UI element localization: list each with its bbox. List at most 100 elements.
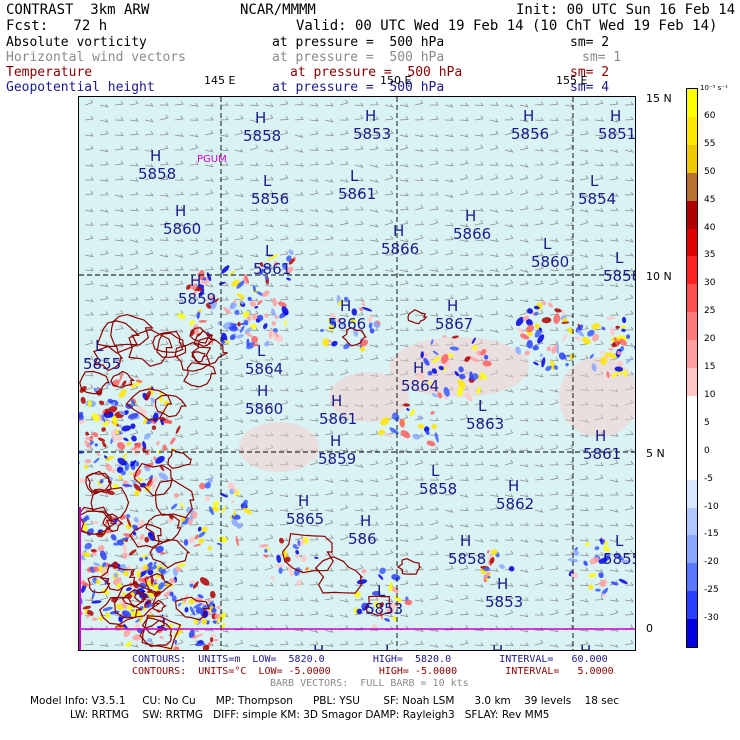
wind-barb bbox=[144, 249, 154, 256]
wind-barb bbox=[144, 174, 154, 181]
wind-barb bbox=[129, 296, 139, 301]
wind-barb bbox=[399, 103, 409, 108]
wind-barb bbox=[174, 358, 184, 362]
vorticity-patch bbox=[480, 349, 487, 356]
wind-barb bbox=[399, 116, 409, 121]
wind-barb bbox=[354, 478, 364, 483]
vorticity-patch bbox=[207, 546, 213, 551]
wind-barb bbox=[504, 223, 514, 228]
vorticity-patch bbox=[545, 365, 552, 372]
wind-barb bbox=[114, 100, 124, 106]
wind-barb bbox=[279, 250, 289, 256]
vorticity-patch bbox=[122, 592, 126, 596]
wind-barb bbox=[264, 564, 274, 571]
temperature-contour bbox=[281, 533, 334, 574]
wind-barb bbox=[264, 641, 274, 646]
vorticity-patch bbox=[487, 549, 490, 554]
wind-barb bbox=[264, 490, 274, 496]
wind-barb bbox=[264, 176, 274, 181]
vorticity-patch bbox=[170, 437, 176, 445]
wind-barb bbox=[369, 478, 379, 483]
pressure-center-value: 5853 bbox=[353, 125, 391, 143]
wind-barb bbox=[309, 161, 319, 166]
wind-barb bbox=[429, 297, 439, 301]
wind-barb bbox=[129, 312, 139, 317]
vorticity-patch bbox=[553, 313, 561, 324]
vorticity-patch bbox=[219, 492, 228, 498]
vorticity-patch bbox=[176, 563, 186, 568]
lat-label: 5 N bbox=[646, 447, 665, 460]
wind-barb bbox=[384, 459, 394, 466]
vorticity-patch bbox=[198, 531, 206, 538]
wind-barb bbox=[399, 280, 409, 286]
wind-barb bbox=[429, 372, 439, 377]
wind-barb bbox=[595, 551, 604, 556]
vorticity-patch bbox=[614, 336, 619, 347]
barb-vector-info: BARB VECTORS: FULL BARB = 10 kts bbox=[270, 678, 469, 689]
vorticity-patch bbox=[349, 317, 357, 324]
wind-barb bbox=[84, 326, 94, 331]
wind-barb bbox=[474, 583, 484, 588]
vorticity-patch bbox=[97, 545, 105, 552]
vorticity-patch bbox=[86, 614, 91, 619]
init-time: Init: 00 UTC Sun 16 Feb 14 bbox=[516, 2, 736, 18]
vorticity-patch bbox=[417, 415, 422, 421]
wind-barb bbox=[309, 147, 319, 151]
wind-barb bbox=[339, 219, 349, 226]
wind-barb bbox=[84, 132, 94, 137]
wind-barb bbox=[384, 521, 394, 526]
wind-barb bbox=[129, 191, 139, 196]
wind-barb bbox=[594, 223, 604, 228]
wind-barb bbox=[219, 385, 229, 391]
temperature-contour bbox=[191, 351, 206, 363]
vorticity-patch bbox=[119, 563, 127, 573]
vorticity-patch bbox=[476, 386, 481, 394]
vorticity-patch bbox=[617, 360, 624, 367]
wind-barb bbox=[444, 565, 454, 571]
wind-barb bbox=[549, 372, 559, 377]
wind-barb bbox=[294, 463, 304, 468]
wind-barb bbox=[474, 144, 484, 151]
wind-barb bbox=[279, 399, 289, 406]
wind-barb bbox=[354, 282, 364, 287]
vorticity-patch bbox=[533, 305, 540, 310]
wind-barb bbox=[279, 193, 289, 198]
vorticity-patch bbox=[126, 514, 131, 519]
vorticity-patch bbox=[532, 345, 539, 351]
colorbar-swatch bbox=[687, 312, 697, 341]
wind-barb bbox=[474, 399, 484, 406]
wind-barb bbox=[339, 403, 349, 408]
vorticity-patch bbox=[208, 506, 214, 516]
wind-barb bbox=[189, 400, 199, 406]
wind-barb bbox=[174, 612, 184, 617]
wind-barb bbox=[279, 507, 289, 512]
vorticity-patch bbox=[122, 544, 128, 554]
wind-barb bbox=[594, 370, 604, 376]
wind-barb bbox=[114, 403, 124, 407]
wind-barb bbox=[114, 132, 124, 136]
wind-barb bbox=[354, 354, 364, 361]
wind-barb bbox=[519, 222, 529, 227]
wind-barb bbox=[489, 444, 499, 451]
vorticity-patch bbox=[155, 455, 165, 464]
vorticity-patch bbox=[123, 437, 129, 442]
wind-barb bbox=[549, 357, 559, 362]
vorticity-patch bbox=[96, 452, 101, 457]
wind-barb bbox=[384, 190, 394, 196]
wind-barb bbox=[309, 581, 319, 586]
vorticity-patch bbox=[404, 599, 413, 606]
wind-barb bbox=[414, 297, 424, 302]
vorticity-patch bbox=[554, 308, 562, 313]
wind-barb bbox=[249, 118, 259, 123]
field-smoothing: sm= 1 bbox=[582, 50, 622, 65]
colorbar-tick-label: 10 bbox=[704, 389, 716, 400]
plot-title: CONTRAST 3km ARW bbox=[6, 2, 150, 18]
vorticity-patch bbox=[271, 321, 277, 326]
wind-barb bbox=[174, 581, 184, 586]
temperature-contour bbox=[407, 309, 428, 325]
wind-barb bbox=[159, 220, 169, 226]
temperature-contour bbox=[314, 556, 364, 594]
wind-barb bbox=[114, 384, 124, 391]
wind-barb bbox=[579, 567, 589, 572]
